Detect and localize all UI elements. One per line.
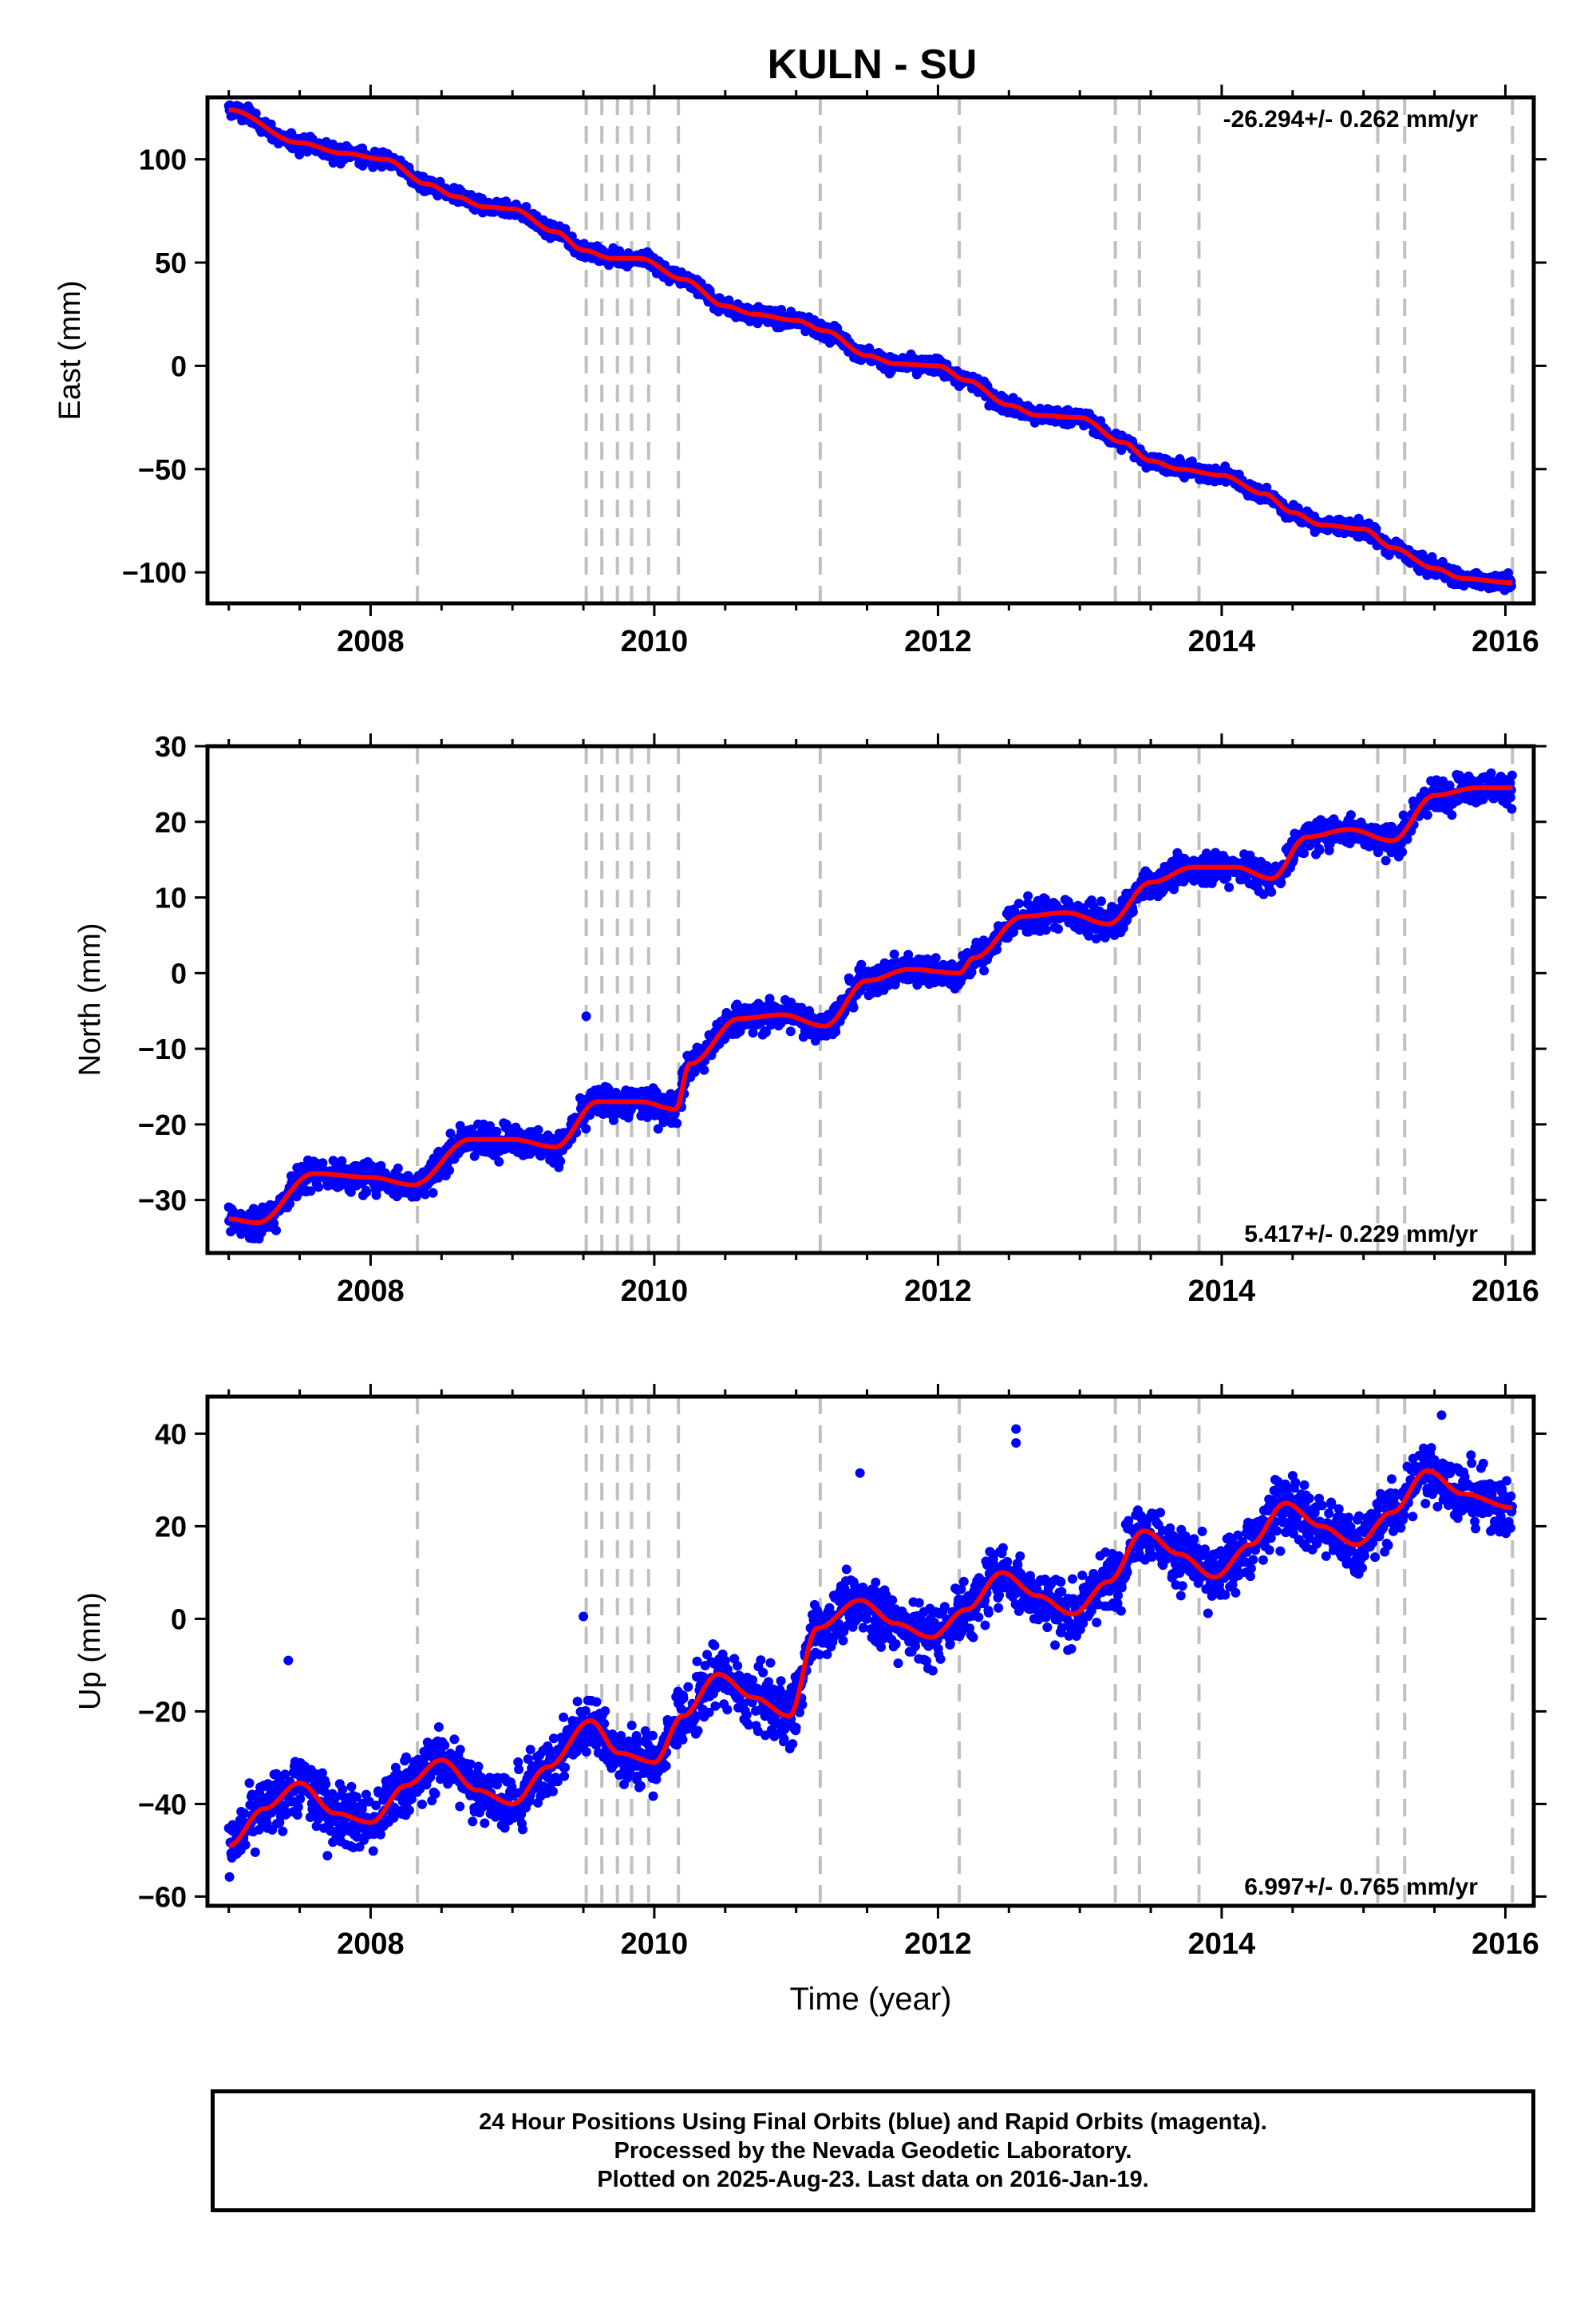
data-point [1118,923,1128,933]
x-tick-label: 2012 [904,625,972,658]
fit-line [228,107,1513,586]
data-point [732,999,742,1010]
y-axis-label: East (mm) [53,280,87,420]
data-point [848,1002,859,1013]
panel-2: 2008 2010 2012 2014 20163020100−10−20−30Nort… [73,730,1547,1308]
data-point [672,1118,682,1128]
data-point [533,1124,543,1135]
data-point [1023,891,1033,901]
data-point [1224,882,1235,892]
data-point [501,1119,512,1129]
data-point [785,1026,796,1037]
rate-label: -26.294+/- 0.262 mm/yr [1223,106,1479,132]
data-point [1128,907,1138,917]
y-tick-label: −100 [122,556,187,589]
panel-1: 2008 2010 2012 2014 2016 100 50 0 −50 −100 East (m… [53,85,1547,658]
data-point [856,959,867,970]
data-point [1013,899,1024,909]
data-points [223,100,1516,595]
data-point [966,967,977,978]
data-point [1041,925,1051,935]
data-point [992,944,1002,954]
data-point [306,1186,316,1196]
data-point [889,949,899,959]
data-point [1041,894,1050,904]
x-tick-label: 2008 [337,625,405,658]
chart-title: KULN - SU [768,41,978,88]
data-point [469,1151,480,1161]
data-point [271,1225,281,1235]
data-point [748,1028,758,1038]
data-point [521,202,531,211]
x-tick-label: 2016 [1472,625,1539,658]
data-point [1053,924,1063,934]
data-point [555,1156,566,1167]
data-point [314,1182,324,1192]
data-point [494,1156,504,1167]
data-point [393,1163,403,1173]
x-tick-label: 2010 [621,625,689,658]
data-point [318,1158,328,1168]
data-point [1096,416,1106,426]
data-point [903,950,914,960]
data-point [361,1187,372,1197]
y-tick-label: 100 [139,144,187,176]
data-point [831,1026,841,1037]
data-point [979,966,990,976]
plot-frame [205,95,1536,606]
data-point [1222,872,1232,883]
data-point [1276,878,1286,888]
x-tick-label: 2014 [1188,625,1256,658]
data-point [337,1156,347,1166]
data-point [930,953,941,963]
data-point [428,1188,438,1198]
data-point [444,1165,454,1176]
data-point [699,1065,709,1075]
data-point [764,994,775,1004]
y-tick-label: 0 [171,350,187,382]
panels: 2008 2010 2012 2014 2016 100 50 0 −50 −100 East (m… [53,85,1547,2017]
data-point [761,1027,772,1037]
y-tick-label: 50 [155,247,187,279]
data-point [653,1124,663,1134]
data-point [376,1160,386,1171]
data-point [251,109,261,119]
data-point [581,1124,591,1134]
y-tick-label: −50 [138,453,187,486]
data-point [1262,482,1272,492]
data-point [445,1128,456,1139]
data-point [492,1126,502,1136]
data-point [1074,925,1084,935]
data-point [1096,896,1106,907]
data-point [1266,887,1277,897]
data-point [346,1187,356,1197]
data-point [1084,931,1094,941]
data-point [420,1189,430,1199]
